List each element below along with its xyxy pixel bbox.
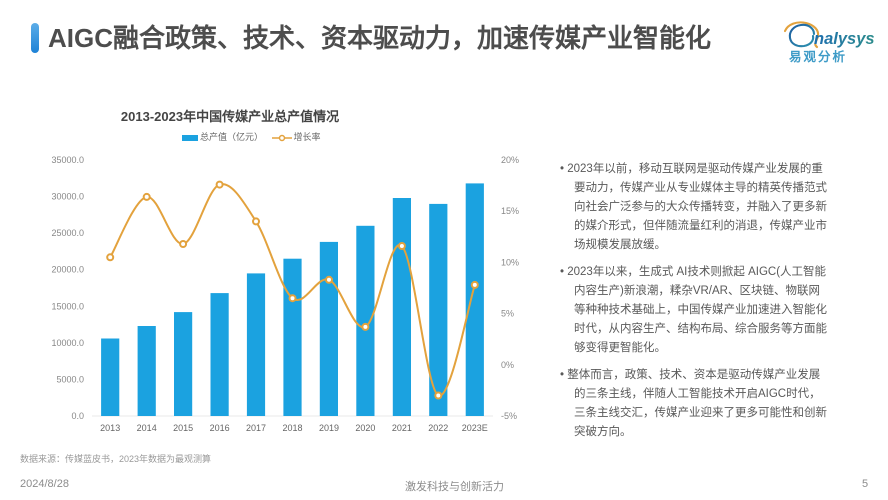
svg-text:-5%: -5%	[501, 411, 517, 421]
svg-text:2023E: 2023E	[462, 423, 488, 433]
svg-text:2017: 2017	[246, 423, 266, 433]
svg-text:10%: 10%	[501, 257, 519, 267]
svg-text:易观分析: 易观分析	[789, 49, 847, 64]
svg-text:2021: 2021	[392, 423, 412, 433]
svg-text:20%: 20%	[501, 155, 519, 165]
svg-text:5%: 5%	[501, 309, 514, 319]
svg-text:10000.0: 10000.0	[51, 338, 84, 348]
svg-text:nalysys: nalysys	[814, 30, 875, 48]
svg-text:25000.0: 25000.0	[51, 228, 84, 238]
svg-text:5000.0: 5000.0	[56, 374, 84, 384]
svg-text:15000.0: 15000.0	[51, 301, 84, 311]
svg-text:35000.0: 35000.0	[51, 155, 84, 165]
svg-text:15%: 15%	[501, 206, 519, 216]
svg-text:20000.0: 20000.0	[51, 265, 84, 275]
svg-text:2019: 2019	[319, 423, 339, 433]
svg-text:0.0: 0.0	[71, 411, 84, 421]
svg-text:30000.0: 30000.0	[51, 192, 84, 202]
svg-text:2013: 2013	[100, 423, 120, 433]
svg-text:2018: 2018	[282, 423, 302, 433]
svg-text:0%: 0%	[501, 360, 514, 370]
svg-text:2020: 2020	[355, 423, 375, 433]
svg-text:2014: 2014	[137, 423, 157, 433]
svg-text:2016: 2016	[210, 423, 230, 433]
svg-text:2022: 2022	[428, 423, 448, 433]
svg-text:2015: 2015	[173, 423, 193, 433]
